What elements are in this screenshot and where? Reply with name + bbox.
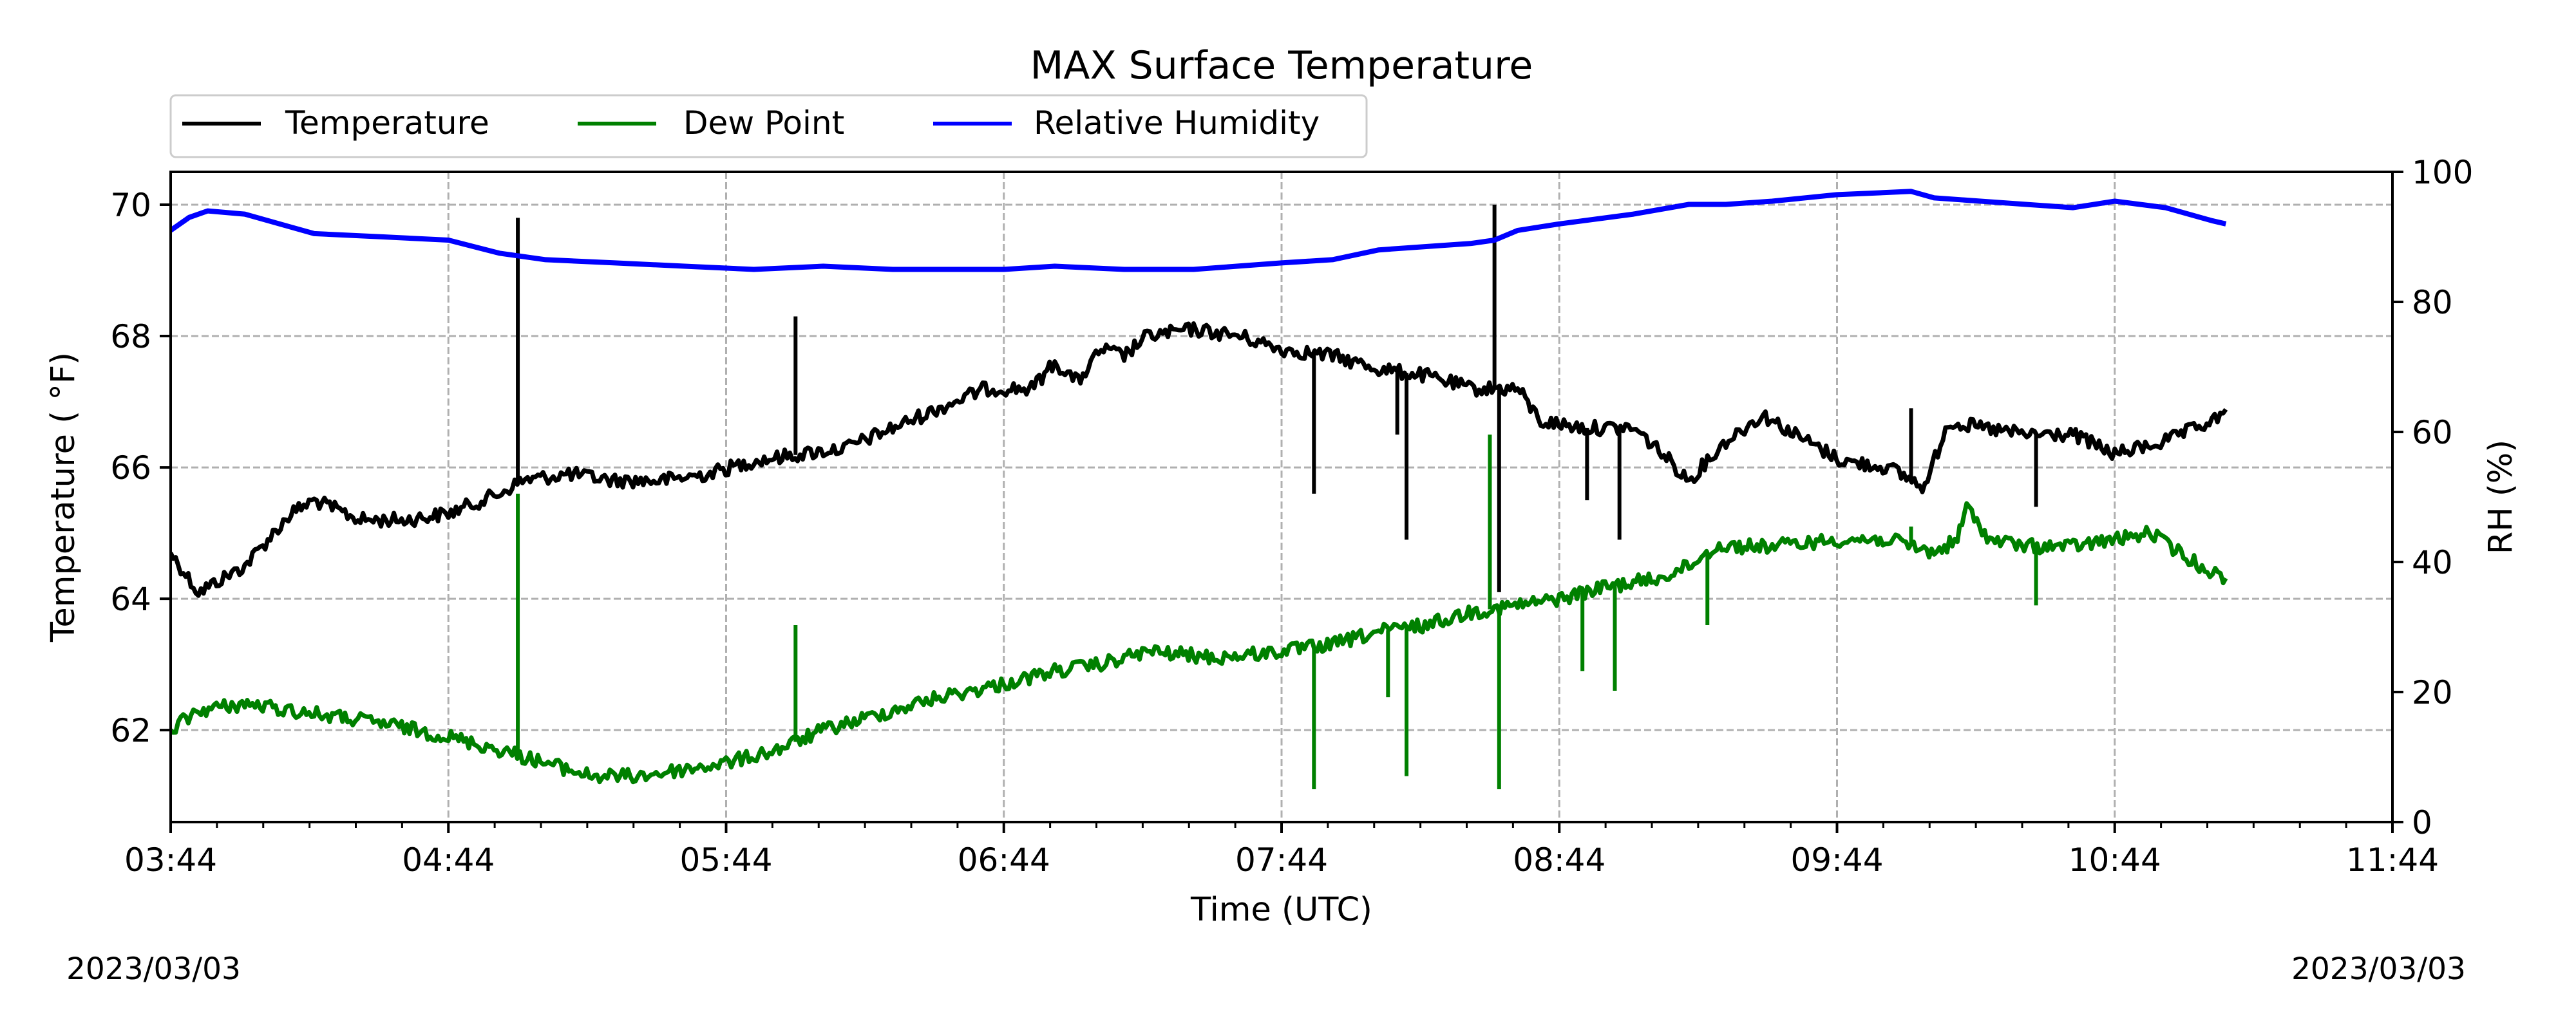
x-tick-label: 08:44 bbox=[1513, 841, 1605, 879]
axes: 03:44 04:44 05:44 06:44 07:44 08:44 09:44 10:44… bbox=[110, 154, 2473, 879]
y-axis-title: Temperature ( °F) bbox=[44, 352, 82, 642]
y2-tick-label: 80 bbox=[2412, 284, 2453, 321]
y2-tick-label: 40 bbox=[2412, 544, 2453, 581]
y-tick-label: 68 bbox=[110, 318, 151, 355]
x-tick-label: 07:44 bbox=[1235, 841, 1328, 879]
y-tick-label: 70 bbox=[110, 187, 151, 224]
x-tick-label: 11:44 bbox=[2346, 841, 2439, 879]
legend-box bbox=[169, 94, 1368, 158]
y2-tick-label: 60 bbox=[2412, 414, 2453, 451]
x-tick-label: 04:44 bbox=[402, 841, 495, 879]
y2-tick-label: 20 bbox=[2412, 674, 2453, 711]
footer-date-right: 2023/03/03 bbox=[2291, 951, 2466, 987]
x-tick-label: 10:44 bbox=[2069, 841, 2161, 879]
plot-series bbox=[171, 189, 2228, 789]
footer-date-left: 2023/03/03 bbox=[66, 951, 241, 987]
x-tick-label: 09:44 bbox=[1790, 841, 1883, 879]
x-tick-label: 03:44 bbox=[124, 841, 217, 879]
y-tick-label: 64 bbox=[110, 581, 151, 618]
y2-tick-label: 0 bbox=[2412, 804, 2432, 841]
series-line-relative-humidity bbox=[171, 189, 2227, 272]
series-dew-point bbox=[171, 435, 2228, 789]
x-tick-label: 06:44 bbox=[958, 841, 1050, 879]
legend-label-temperature: Temperature bbox=[285, 104, 489, 142]
legend-label-dew-point: Dew Point bbox=[683, 104, 844, 142]
y-tick-label: 66 bbox=[110, 449, 151, 487]
series-line-temperature bbox=[171, 321, 2228, 598]
y2-axis-title: RH (%) bbox=[2482, 440, 2520, 554]
y-tick-label: 62 bbox=[110, 712, 151, 749]
legend-label-relative-humidity: Relative Humidity bbox=[1034, 104, 1320, 142]
grid-lines bbox=[169, 172, 2394, 822]
series-relative-humidity bbox=[171, 189, 2227, 272]
legend: Temperature Dew Point Relative Humidity bbox=[169, 94, 1368, 158]
series-line-dew-point bbox=[171, 501, 2228, 785]
chart-title: MAX Surface Temperature bbox=[1030, 43, 1533, 88]
y2-tick-label: 100 bbox=[2412, 154, 2473, 191]
x-axis-title: Time (UTC) bbox=[1190, 891, 1372, 929]
series-temperature bbox=[171, 205, 2228, 598]
x-tick-label: 05:44 bbox=[679, 841, 772, 879]
